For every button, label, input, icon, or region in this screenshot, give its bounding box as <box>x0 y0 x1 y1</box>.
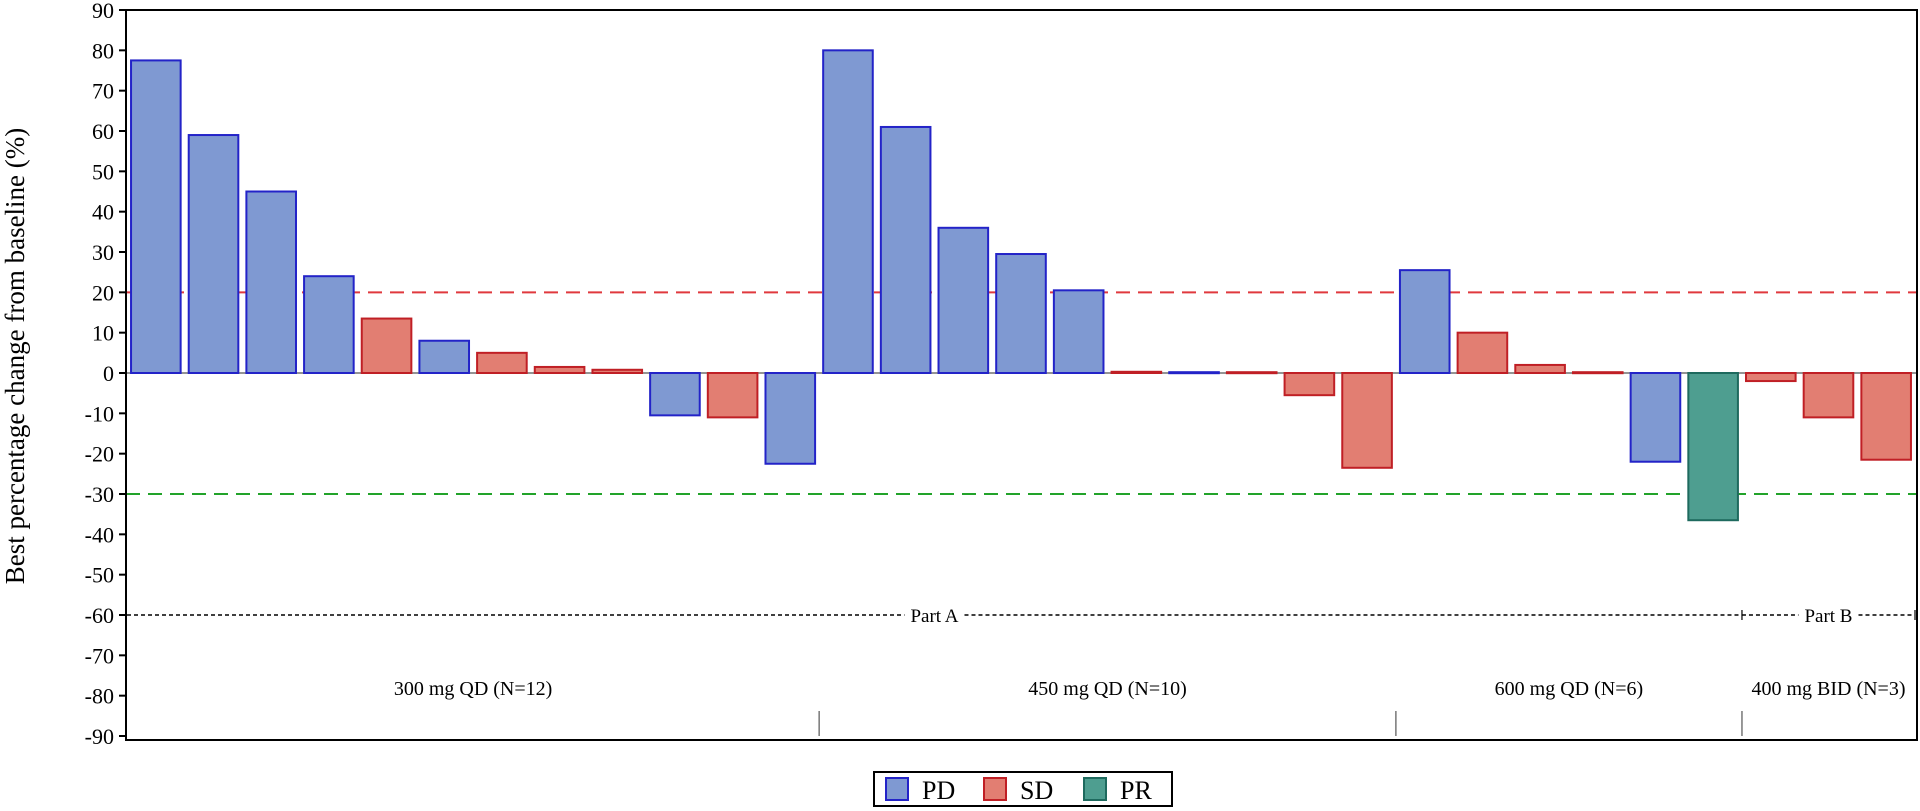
legend-swatch-pr <box>1083 777 1107 801</box>
y-tick-label: 40 <box>92 200 114 225</box>
bar-sd <box>1283 372 1336 397</box>
bar-pd <box>822 49 874 374</box>
bar-pd <box>937 226 990 374</box>
y-tick-label: 70 <box>92 79 114 104</box>
y-tick-label: 0 <box>103 361 114 386</box>
y-tick-label: -50 <box>85 563 114 588</box>
bar-sd <box>360 317 413 374</box>
bar-sd <box>706 372 759 419</box>
bar-sd <box>1456 331 1509 374</box>
y-tick-label: -80 <box>85 684 114 709</box>
legend-label-sd: SD <box>1020 776 1053 805</box>
legend-swatch-sd <box>983 777 1007 801</box>
bar-pd <box>1398 269 1451 374</box>
bar-pd <box>764 372 817 465</box>
y-axis-label: Best percentage change from baseline (%) <box>0 128 30 585</box>
bar-sd <box>1514 363 1566 374</box>
bar-pd <box>245 190 297 374</box>
y-tick-label: -60 <box>85 603 114 628</box>
bar-pd <box>1052 289 1105 375</box>
y-tick-label: 80 <box>92 38 114 63</box>
bar-sd <box>1802 372 1855 419</box>
y-tick-label: 50 <box>92 159 114 184</box>
y-tick-label: -30 <box>85 482 114 507</box>
bar-pd <box>879 125 932 375</box>
bar-sd <box>1110 370 1163 375</box>
bar-pd <box>418 339 471 375</box>
bar-pd <box>130 59 182 375</box>
bar-sd <box>1745 372 1797 383</box>
bar-sd <box>591 368 644 375</box>
bar-sd <box>476 351 528 375</box>
bar-sd <box>1225 371 1278 375</box>
y-tick-label: -40 <box>85 522 114 547</box>
y-tick-label: 60 <box>92 119 114 144</box>
group-label: 600 mg QD (N=6) <box>1495 678 1644 700</box>
y-tick-label: -20 <box>85 442 114 467</box>
group-label: 450 mg QD (N=10) <box>1028 678 1187 700</box>
bar-pd <box>1168 371 1220 375</box>
part-label: Part B <box>1804 606 1852 627</box>
y-tick-label: -70 <box>85 643 114 668</box>
y-tick-label: -90 <box>85 724 114 749</box>
bar-sd <box>1860 372 1912 461</box>
bar-pd <box>303 275 355 375</box>
legend-label-pr: PR <box>1120 776 1152 805</box>
group-label: 400 mg BID (N=3) <box>1751 678 1905 700</box>
y-tick-label: -10 <box>85 401 114 426</box>
bar-pd <box>1629 372 1682 463</box>
bar-sd <box>1571 371 1624 375</box>
legend-swatch-pd <box>885 777 909 801</box>
bar-pd <box>995 253 1047 374</box>
y-tick-label: 10 <box>92 321 114 346</box>
bar-pr <box>1687 372 1739 522</box>
group-label: 300 mg QD (N=12) <box>394 678 553 700</box>
y-tick-label: 90 <box>92 0 114 23</box>
part-label: Part A <box>910 606 958 627</box>
bar-pd <box>187 134 240 374</box>
y-tick-label: 30 <box>92 240 114 265</box>
legend-box <box>873 771 1173 807</box>
bar-sd <box>533 365 586 375</box>
plot-frame <box>125 9 1918 741</box>
legend: PD SD PR <box>873 771 1173 807</box>
group-axis: 300 mg QD (N=12) 450 mg QD (N=10) 600 mg Q… <box>127 606 1916 736</box>
bar-pd <box>649 372 701 417</box>
bars <box>130 49 1912 522</box>
legend-label-pd: PD <box>922 776 955 805</box>
bar-sd <box>1341 372 1393 469</box>
y-tick-label: 20 <box>92 280 114 305</box>
y-axis: 90 80 70 60 50 40 30 20 10 0 -10 -20 -30 -40 -50 -60 -70… <box>85 0 126 749</box>
